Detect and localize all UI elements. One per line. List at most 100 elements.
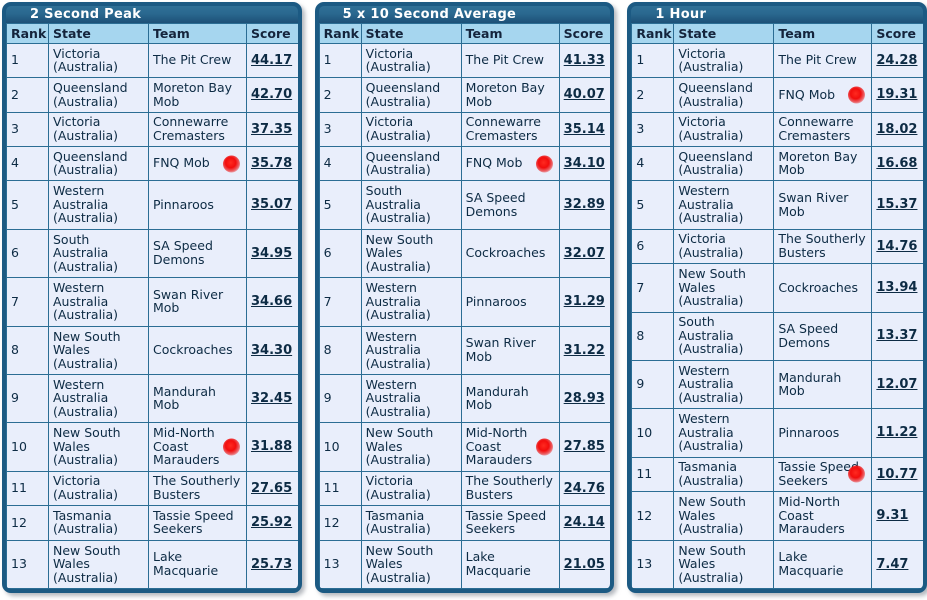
cell-rank: 7	[318, 277, 362, 327]
score-link[interactable]: 32.89	[563, 197, 605, 213]
cell-score: 40.07	[558, 77, 611, 113]
team-name: Lake Macquarie	[465, 549, 531, 578]
score-link[interactable]: 15.37	[876, 197, 918, 213]
score-link[interactable]: 21.05	[563, 556, 605, 572]
score-link[interactable]: 35.14	[563, 121, 605, 137]
score-link[interactable]: 35.07	[251, 197, 293, 213]
table-row: 13 New South Wales (Australia) Lake Macqua…	[6, 539, 298, 589]
table-row: 13 New South Wales (Australia) Lake Macqua…	[631, 539, 924, 589]
score-link[interactable]: 31.29	[563, 294, 605, 310]
cell-state: New South Wales (Australia)	[48, 325, 149, 376]
score-link[interactable]: 25.73	[251, 556, 293, 572]
cell-rank: 3	[318, 111, 362, 148]
score-link[interactable]: 24.76	[563, 480, 605, 496]
column-header-score[interactable]: Score	[246, 23, 298, 44]
cell-rank: 8	[631, 311, 675, 361]
score-link[interactable]: 35.78	[251, 155, 293, 171]
cell-rank: 2	[631, 77, 675, 113]
score-link[interactable]: 16.68	[876, 155, 918, 171]
team-name: SA Speed Demons	[153, 238, 213, 267]
column-header-score[interactable]: Score	[558, 23, 611, 44]
cell-rank: 5	[6, 180, 49, 230]
cell-rank: 10	[318, 422, 362, 472]
column-header-rank[interactable]: Rank	[631, 23, 675, 44]
cell-state: Victoria (Australia)	[48, 111, 149, 148]
score-link[interactable]: 9.31	[876, 508, 909, 524]
score-link[interactable]: 32.45	[251, 390, 293, 406]
score-link[interactable]: 7.47	[876, 556, 909, 572]
column-header-team[interactable]: Team	[773, 23, 873, 44]
score-link[interactable]: 37.35	[251, 121, 293, 137]
leaderboard-panel: 5 x 10 Second Average Rank State Team Score 1…	[314, 2, 615, 593]
column-header-rank[interactable]: Rank	[318, 23, 362, 44]
score-link[interactable]: 28.93	[563, 390, 605, 406]
table-row: 5 South Australia (Australia) SA Speed Dem…	[318, 180, 611, 230]
cell-rank: 4	[318, 146, 362, 182]
score-link[interactable]: 12.07	[876, 376, 918, 392]
column-header-state[interactable]: State	[360, 23, 462, 44]
cell-score: 31.88	[246, 422, 298, 472]
column-header-rank[interactable]: Rank	[6, 23, 49, 44]
score-link[interactable]: 11.22	[876, 425, 918, 441]
score-link[interactable]: 40.07	[563, 87, 605, 103]
table-row: 9 Western Australia (Australia) Mandurah M…	[631, 359, 924, 410]
score-link[interactable]: 34.66	[251, 294, 293, 310]
score-link[interactable]: 27.65	[251, 480, 293, 496]
team-name: Cockroaches	[778, 279, 859, 295]
column-header-state[interactable]: State	[48, 23, 149, 44]
column-header-state[interactable]: State	[673, 23, 775, 44]
column-header-score[interactable]: Score	[871, 23, 924, 44]
table-row: 12 Tasmania (Australia) Tassie Speed Seeke…	[6, 505, 298, 541]
cell-score: 13.37	[871, 311, 924, 361]
team-name: Pinnaroos	[778, 424, 840, 440]
score-link[interactable]: 41.33	[563, 52, 605, 68]
column-header-team[interactable]: Team	[460, 23, 560, 44]
score-link[interactable]: 32.07	[563, 245, 605, 261]
cell-team: SA Speed Demons	[773, 311, 873, 361]
team-name: The Pit Crew	[153, 52, 232, 68]
cell-state: New South Wales (Australia)	[673, 263, 775, 313]
red-dot-marker-icon	[848, 86, 866, 104]
score-link[interactable]: 13.37	[876, 328, 918, 344]
cell-state: Western Australia (Australia)	[360, 373, 462, 424]
cell-rank: 10	[631, 408, 675, 458]
team-name: Mandurah Mob	[778, 369, 842, 399]
score-link[interactable]: 31.22	[563, 342, 605, 358]
score-link[interactable]: 34.30	[251, 342, 293, 358]
score-link[interactable]: 24.28	[876, 52, 918, 68]
score-link[interactable]: 13.94	[876, 280, 918, 296]
cell-state: New South Wales (Australia)	[48, 539, 149, 589]
table-row: 7 New South Wales (Australia) Cockroaches 1…	[631, 263, 924, 313]
table-row: 6 Victoria (Australia) The Southerly Buste…	[631, 228, 924, 265]
cell-team: The Pit Crew	[148, 42, 247, 79]
cell-rank: 1	[318, 42, 362, 79]
score-link[interactable]: 25.92	[251, 515, 293, 531]
cell-score: 24.14	[558, 505, 611, 541]
table-row: 3 Victoria (Australia) Connewarre Cremaste…	[6, 111, 298, 148]
table-row: 12 New South Wales (Australia) Mid-North C…	[631, 491, 924, 541]
team-name: SA Speed Demons	[465, 190, 526, 219]
score-link[interactable]: 34.10	[563, 155, 605, 171]
cell-team: Swan River Mob	[460, 325, 560, 376]
score-link[interactable]: 18.02	[876, 121, 918, 137]
score-link[interactable]: 44.17	[251, 52, 293, 68]
team-name: Lake Macquarie	[153, 549, 219, 578]
team-name: Mid-North Coast Marauders	[778, 494, 845, 537]
cell-team: SA Speed Demons	[148, 228, 247, 279]
table-row: 11 Victoria (Australia) The Southerly Bust…	[6, 470, 298, 507]
score-link[interactable]: 24.14	[563, 515, 605, 531]
team-name: Tassie Speed Seekers	[778, 459, 859, 488]
score-link[interactable]: 27.85	[563, 439, 605, 455]
team-name: The Southerly Busters	[465, 473, 553, 502]
score-link[interactable]: 34.95	[251, 245, 293, 261]
column-header-team[interactable]: Team	[148, 23, 247, 44]
score-link[interactable]: 19.31	[876, 87, 918, 103]
cell-score: 41.33	[558, 42, 611, 79]
score-link[interactable]: 10.77	[876, 466, 918, 482]
cell-state: Victoria (Australia)	[360, 470, 462, 507]
score-link[interactable]: 14.76	[876, 238, 918, 254]
cell-rank: 8	[318, 325, 362, 376]
score-link[interactable]: 31.88	[251, 439, 293, 455]
score-link[interactable]: 42.70	[251, 87, 293, 103]
cell-state: Victoria (Australia)	[48, 470, 149, 507]
